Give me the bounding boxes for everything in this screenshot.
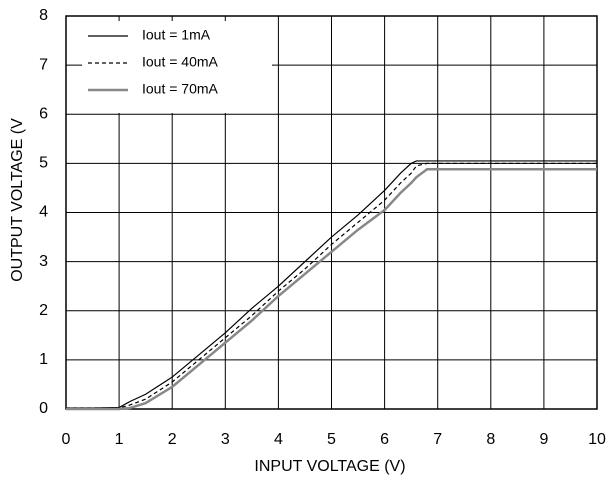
legend-label: Iout = 1mA [142,27,211,43]
y-axis-label: OUTPUT VOLTAGE (V [9,118,26,282]
x-tick-label: 6 [380,431,389,448]
x-axis-label: INPUT VOLTAGE (V) [254,458,405,475]
y-tick-label: 8 [39,7,48,24]
x-tick-label: 1 [115,431,124,448]
y-tick-label: 6 [39,105,48,122]
y-tick-label: 7 [39,56,48,73]
x-tick-label: 5 [327,431,336,448]
series-line [66,162,597,409]
x-tick-label: 9 [539,431,548,448]
y-tick-label: 1 [39,351,48,368]
y-tick-label: 2 [39,302,48,319]
y-tick-label: 5 [39,155,48,172]
x-tick-label: 0 [62,431,71,448]
series-line [66,168,597,411]
x-tick-label: 3 [221,431,230,448]
x-tick-label: 7 [433,431,442,448]
y-tick-label: 0 [39,400,48,417]
legend-label: Iout = 40mA [142,54,219,70]
y-tick-label: 4 [39,204,48,221]
series-line [66,160,597,409]
x-tick-label: 2 [168,431,177,448]
x-tick-label: 4 [274,431,283,448]
x-tick-label: 8 [486,431,495,448]
y-tick-label: 3 [39,253,48,270]
x-tick-label: 10 [588,431,606,448]
legend-label: Iout = 70mA [142,81,219,97]
plot-frame [65,15,598,410]
